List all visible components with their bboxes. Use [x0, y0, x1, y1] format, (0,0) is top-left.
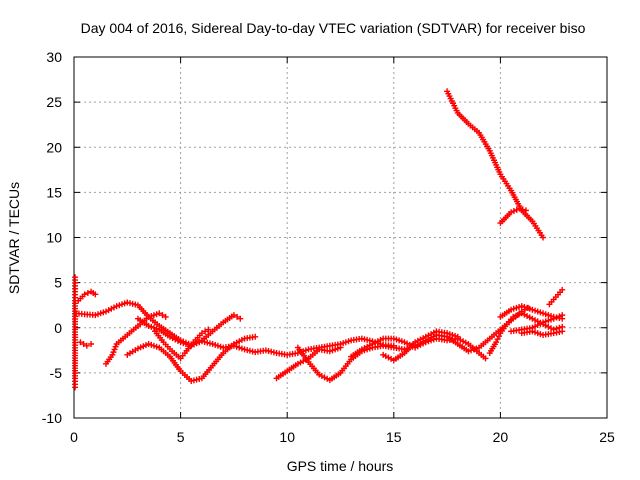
data-point: [111, 346, 118, 353]
data-point: [540, 234, 547, 241]
series-track-10: [348, 335, 489, 362]
series-track-2: [102, 310, 169, 367]
y-tick-label: -10: [42, 410, 62, 426]
chart-title: Day 004 of 2016, Sidereal Day-to-day VTE…: [81, 20, 586, 36]
data-point: [159, 312, 166, 319]
data-point: [494, 336, 501, 343]
y-tick-label: 30: [46, 49, 62, 65]
data-point: [110, 349, 117, 356]
x-axis-label: GPS time / hours: [287, 458, 394, 474]
x-tick-label: 20: [493, 429, 509, 445]
series-track-17: [444, 88, 547, 241]
data-point: [80, 340, 87, 347]
y-tick-label: 25: [46, 94, 62, 110]
data-point: [559, 315, 566, 322]
data-point: [559, 286, 566, 293]
data-point: [234, 313, 241, 320]
y-axis-label: SDTVAR / TECUs: [6, 182, 22, 294]
data-point: [515, 311, 522, 318]
series-track-7: [152, 326, 212, 362]
data-point: [513, 206, 520, 213]
x-tick-label: 5: [177, 429, 185, 445]
data-point: [77, 339, 84, 346]
data-point: [510, 313, 517, 320]
y-tick-label: -5: [50, 365, 63, 381]
y-tick-label: 15: [46, 184, 62, 200]
x-tick-label: 0: [70, 429, 78, 445]
series-track-15: [546, 286, 566, 308]
axis-ticks: [73, 56, 608, 419]
data-point: [205, 326, 212, 333]
data-point: [230, 312, 237, 319]
series-track-16: [518, 328, 566, 338]
series-track-5: [75, 288, 99, 304]
y-tick-label: 5: [54, 275, 62, 291]
series-track-12: [486, 310, 566, 357]
series-track-19: [72, 274, 79, 391]
data-point: [156, 310, 163, 317]
data-series: [72, 88, 566, 391]
data-point: [513, 312, 520, 319]
y-tick-label: 20: [46, 139, 62, 155]
y-axis-tick-labels: -10 -5 0 5 10 15 20 25 30: [42, 49, 62, 426]
data-point: [109, 351, 116, 358]
data-point: [510, 208, 517, 215]
data-point: [337, 344, 344, 351]
data-point: [198, 330, 205, 337]
data-point: [92, 291, 99, 298]
data-point: [482, 355, 489, 362]
data-point: [202, 328, 209, 335]
data-point: [162, 313, 169, 320]
x-tick-label: 10: [279, 429, 295, 445]
series-track-14: [497, 303, 566, 322]
data-point: [516, 205, 523, 212]
data-point: [519, 206, 526, 213]
series-track-18: [497, 205, 529, 227]
y-tick-label: 10: [46, 230, 62, 246]
data-point: [237, 315, 244, 322]
x-tick-label: 15: [386, 429, 402, 445]
y-tick-label: 0: [54, 320, 62, 336]
data-point: [84, 290, 91, 297]
series-track-6: [77, 339, 95, 349]
data-point: [508, 209, 515, 216]
data-point: [81, 291, 88, 298]
series-track-11: [380, 328, 461, 364]
data-point: [72, 384, 79, 391]
x-axis-tick-labels: 0 5 10 15 20 25: [70, 429, 615, 445]
data-point: [522, 207, 529, 214]
data-point: [112, 343, 119, 350]
data-point: [252, 333, 259, 340]
data-point: [83, 342, 90, 349]
data-point: [88, 340, 95, 347]
data-point: [493, 339, 500, 346]
series-track-3: [124, 333, 259, 384]
x-tick-label: 25: [599, 429, 615, 445]
data-point: [454, 333, 461, 340]
data-point: [559, 328, 566, 335]
data-point: [495, 333, 502, 340]
